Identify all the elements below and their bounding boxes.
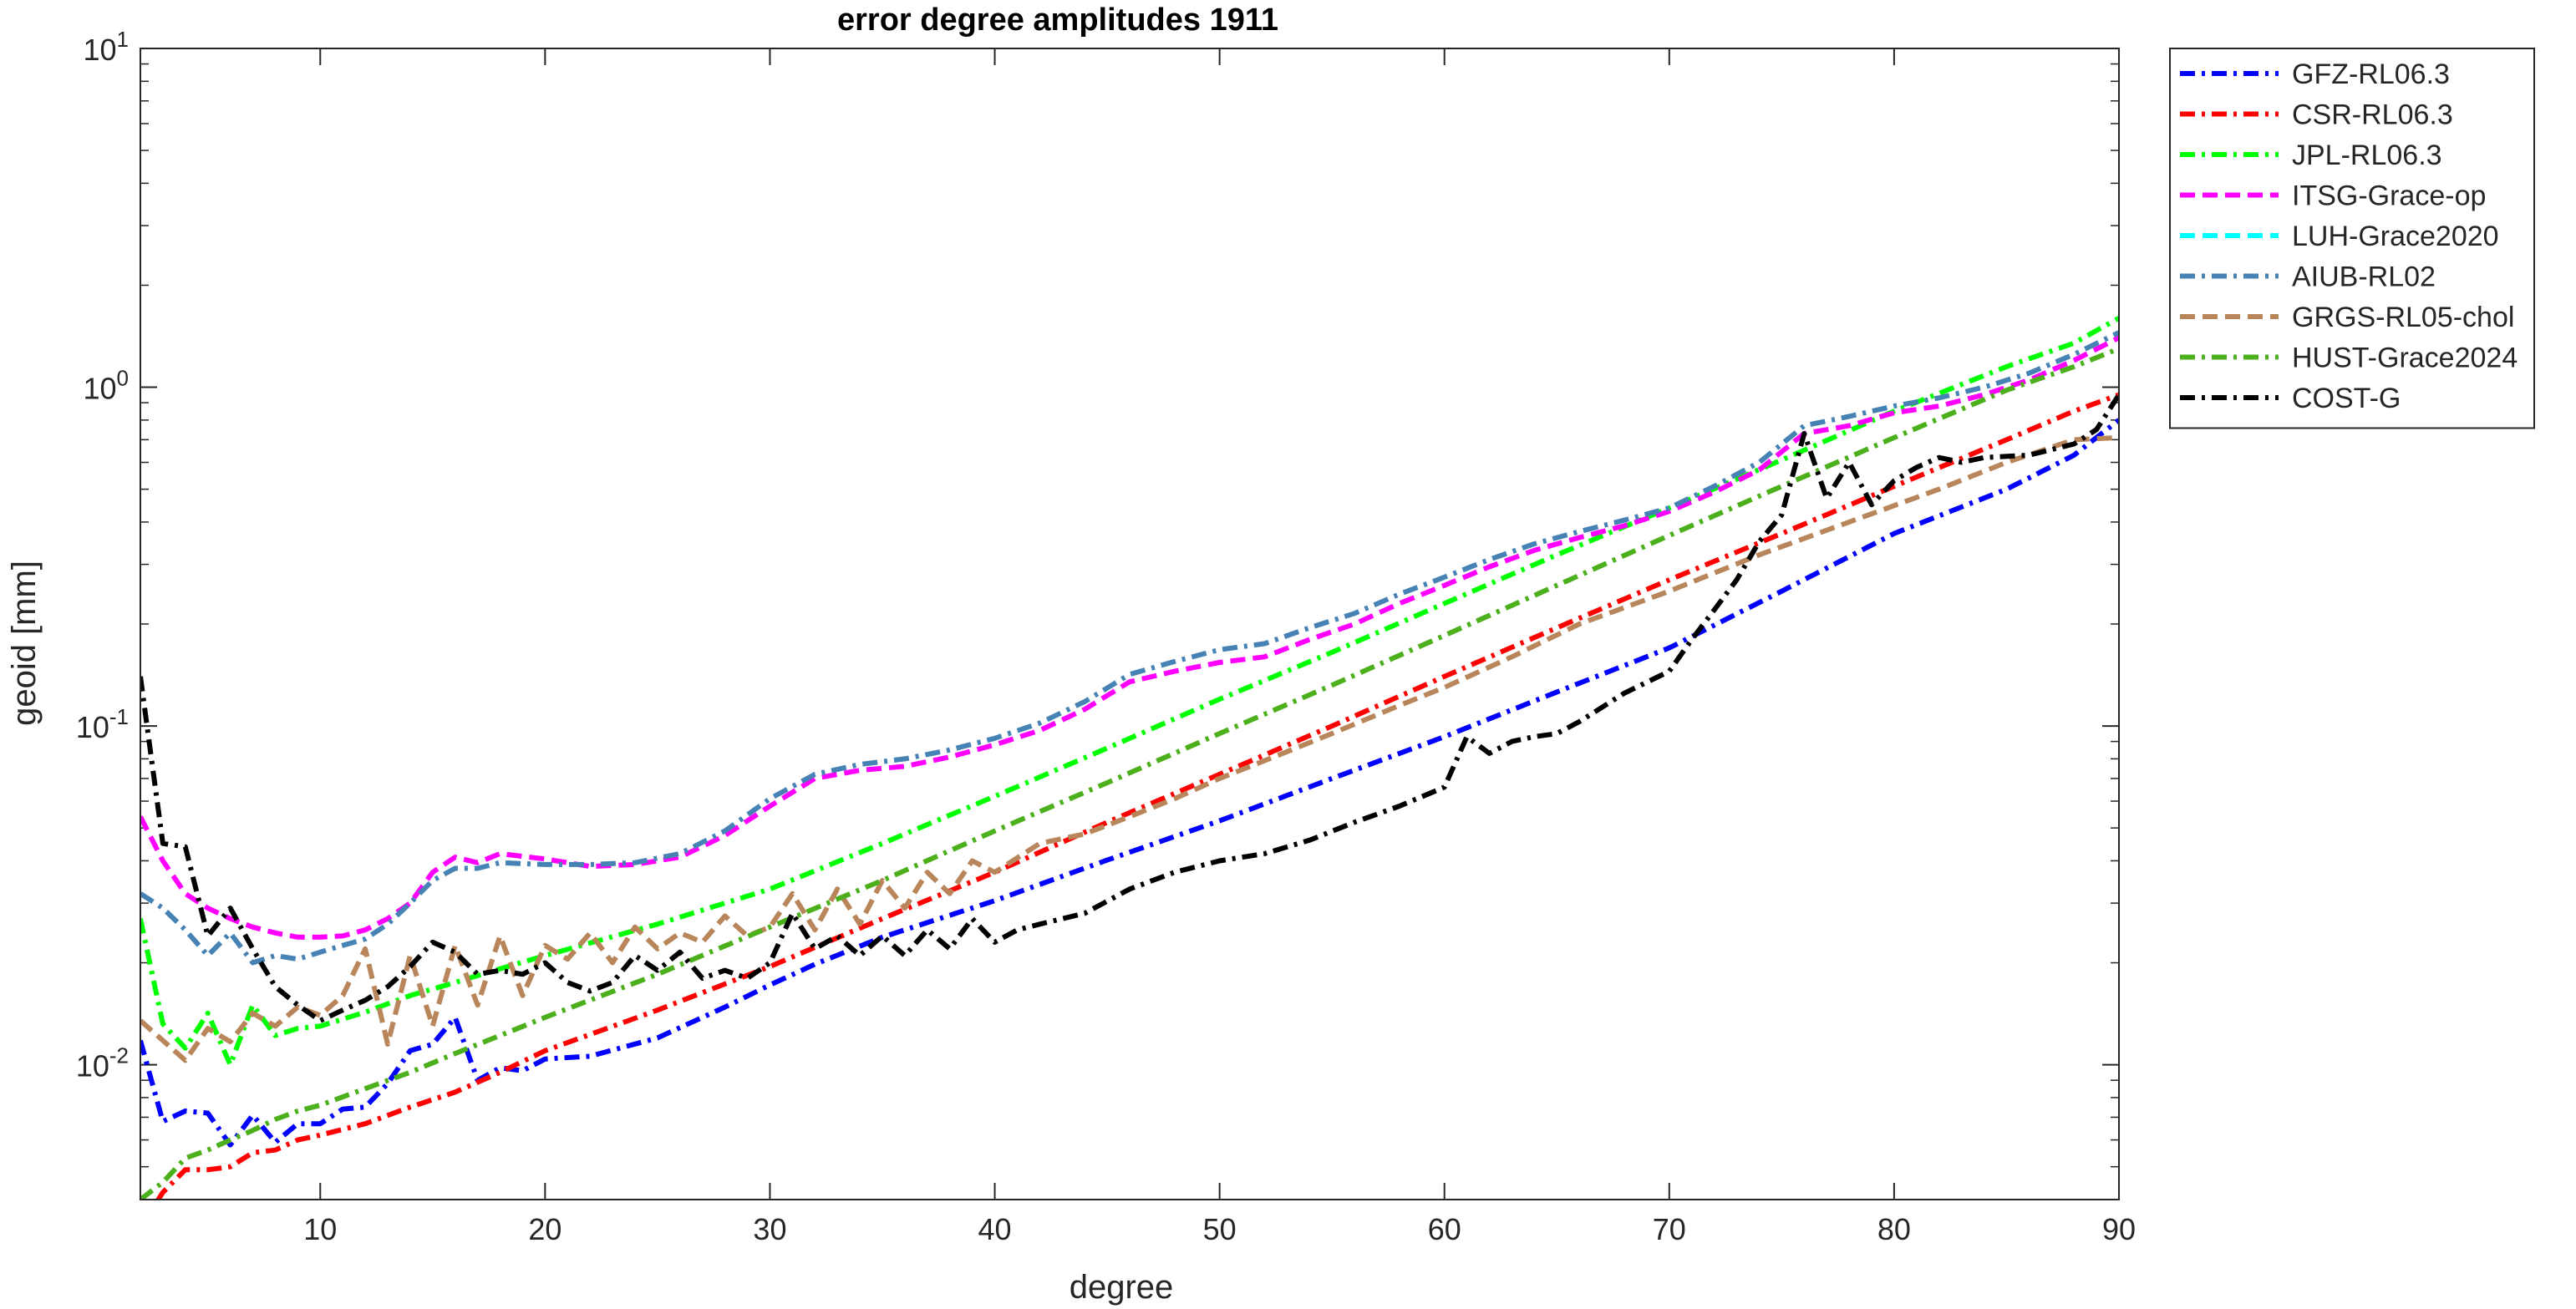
y-axis-label: geoid [mm]: [6, 561, 43, 726]
x-tick-label: 20: [528, 1212, 561, 1246]
legend-label: AIUB-RL02: [2292, 261, 2436, 293]
x-tick-label: 40: [978, 1212, 1012, 1246]
series-line-cost-g: [140, 393, 2119, 1023]
x-axis-label: degree: [1070, 1269, 1174, 1306]
legend-label: HUST-Grace2024: [2292, 342, 2518, 374]
series-line-gfz-rl06-3: [140, 418, 2119, 1148]
x-tick-label: 10: [303, 1212, 337, 1246]
legend-label: CSR-RL06.3: [2292, 99, 2453, 131]
x-tick-label: 90: [2102, 1212, 2136, 1246]
legend-label: GFZ-RL06.3: [2292, 58, 2450, 90]
legend-label: JPL-RL06.3: [2292, 140, 2442, 171]
series-line-csr-rl06-3: [155, 392, 2119, 1200]
series-line-itsg-grace-op: [140, 335, 2119, 940]
legend-label: COST-G: [2292, 383, 2401, 414]
x-tick-label: 30: [753, 1212, 786, 1246]
legend-label: LUH-Grace2020: [2292, 221, 2499, 252]
axes-frame: [140, 48, 2120, 1200]
plot-area: 10 20 30 40 50 60 70 80 90 10-2 10-1 100 101: [76, 27, 2136, 1246]
y-tick-label: 10-1: [76, 704, 129, 744]
series-line-grgs-rl05-chol: [140, 434, 2119, 1063]
legend-label: ITSG-Grace-op: [2292, 180, 2486, 212]
legend: GFZ-RL06.3 CSR-RL06.3 JPL-RL06.3 ITSG-Grace…: [2169, 48, 2535, 429]
y-tick-label: 101: [83, 27, 129, 67]
chart-title: error degree amplitudes 1911: [837, 3, 1278, 38]
y-tick-label: 100: [83, 366, 129, 406]
series-group: [140, 316, 2119, 1200]
y-tick-label: 10-2: [76, 1043, 129, 1083]
x-tick-label: 80: [1877, 1212, 1911, 1246]
plot-background: [140, 48, 2119, 1200]
x-tick-label: 60: [1428, 1212, 1461, 1246]
x-tick-label: 70: [1653, 1212, 1686, 1246]
x-tick-label: 50: [1203, 1212, 1237, 1246]
legend-box: [2169, 48, 2535, 429]
legend-label: GRGS-RL05-chol: [2292, 302, 2514, 333]
series-line-aiub-rl02: [140, 330, 2119, 966]
